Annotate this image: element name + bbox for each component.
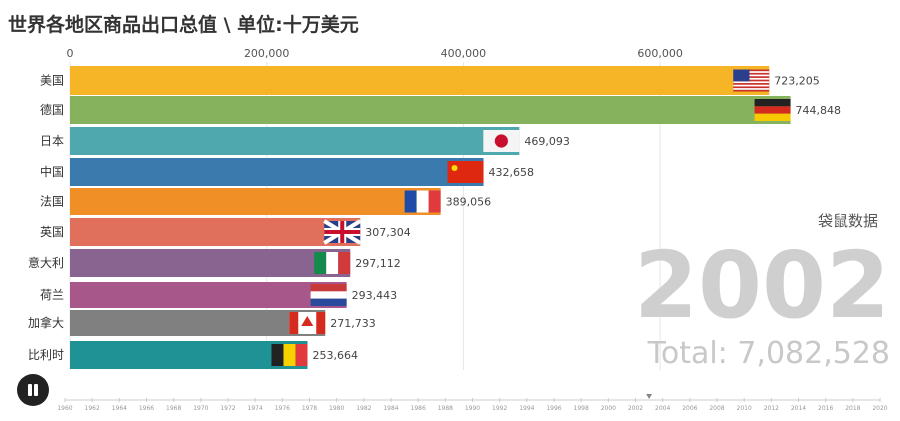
us-flag-icon: [733, 69, 770, 92]
x-tick-label: 400,000: [441, 47, 487, 60]
timeline-year-label[interactable]: 1976: [275, 405, 290, 412]
bar: [70, 249, 351, 277]
china-flag-icon: [447, 161, 484, 183]
bar: [70, 341, 308, 369]
timeline-year-label[interactable]: 1982: [356, 405, 371, 412]
bar: [70, 66, 770, 95]
france-flag-icon: [404, 190, 441, 213]
value-label: 432,658: [489, 166, 535, 179]
canada-flag-icon: [289, 312, 326, 334]
total-value: Total: 7,082,528: [647, 336, 890, 371]
timeline-year-label[interactable]: 1996: [546, 405, 561, 412]
category-label: 日本: [40, 134, 64, 148]
timeline-year-label[interactable]: 1990: [465, 405, 480, 412]
bar: [70, 218, 361, 246]
category-label: 德国: [40, 102, 64, 117]
value-label: 307,304: [365, 226, 411, 239]
netherlands-flag-icon: [310, 284, 347, 306]
category-label: 美国: [40, 74, 64, 88]
timeline-year-label[interactable]: 2000: [601, 405, 616, 412]
x-tick-label: 200,000: [244, 47, 290, 60]
watermark: 袋鼠数据: [817, 212, 878, 230]
timeline-year-label[interactable]: 2002: [628, 405, 643, 412]
value-label: 297,112: [355, 257, 401, 270]
timeline-marker[interactable]: [646, 394, 653, 399]
belgium-flag-icon: [271, 344, 308, 366]
italy-flag-icon: [314, 252, 351, 274]
timeline-year-label[interactable]: 1966: [139, 405, 154, 412]
value-label: 293,443: [352, 289, 398, 302]
timeline-year-label[interactable]: 2008: [709, 405, 724, 412]
timeline-year-label[interactable]: 1964: [112, 405, 127, 412]
timeline-year-label[interactable]: 1984: [383, 405, 398, 412]
timeline-year-label[interactable]: 1974: [248, 405, 263, 412]
timeline-year-label[interactable]: 1994: [519, 405, 534, 412]
x-tick-label: 600,000: [637, 47, 683, 60]
category-label: 中国: [40, 164, 64, 179]
current-year: 2002: [633, 232, 890, 339]
japan-flag-icon: [483, 130, 520, 152]
timeline-year-label[interactable]: 1960: [57, 405, 72, 412]
timeline-year-label[interactable]: 1992: [492, 405, 507, 412]
value-label: 744,848: [796, 104, 842, 117]
timeline-year-label[interactable]: 1962: [85, 405, 100, 412]
timeline-year-label[interactable]: 2016: [818, 405, 833, 412]
timeline-year-label[interactable]: 2020: [872, 405, 887, 412]
value-label: 271,733: [330, 317, 376, 330]
timeline-year-label[interactable]: 1970: [193, 405, 208, 412]
bar: [70, 188, 441, 215]
timeline-year-label[interactable]: 1972: [220, 405, 235, 412]
value-label: 469,093: [524, 135, 570, 148]
category-label: 英国: [40, 225, 64, 239]
category-label: 加拿大: [28, 315, 64, 330]
chart-title: 世界各地区商品出口总值 \ 单位:十万美元: [8, 14, 359, 36]
timeline-year-label[interactable]: 2010: [737, 405, 752, 412]
bar: [70, 282, 347, 308]
timeline-year-label[interactable]: 1998: [574, 405, 589, 412]
timeline-year-label[interactable]: 2014: [791, 405, 806, 412]
category-label: 法国: [40, 195, 64, 209]
value-label: 389,056: [446, 196, 492, 209]
timeline-year-label[interactable]: 1986: [411, 405, 426, 412]
timeline-year-label[interactable]: 1980: [329, 405, 344, 412]
uk-flag-icon: [323, 219, 362, 245]
category-label: 比利时: [28, 348, 64, 362]
category-label: 荷兰: [40, 288, 64, 302]
x-tick-label: 0: [67, 47, 74, 60]
bar: [70, 127, 520, 155]
value-label: 253,664: [312, 349, 358, 362]
bar: [70, 310, 326, 336]
bar: [70, 158, 484, 186]
germany-flag-icon: [754, 99, 791, 121]
timeline-year-label[interactable]: 1978: [302, 405, 317, 412]
bar: [70, 96, 791, 124]
timeline-year-label[interactable]: 1988: [438, 405, 453, 412]
value-label: 723,205: [774, 75, 820, 88]
timeline-year-label[interactable]: 1968: [166, 405, 181, 412]
timeline-year-label[interactable]: 2018: [845, 405, 860, 412]
timeline-year-label[interactable]: 2012: [764, 405, 779, 412]
pause-button[interactable]: [17, 374, 49, 406]
category-label: 意大利: [28, 255, 64, 270]
timeline-year-label[interactable]: 2004: [655, 405, 670, 412]
timeline-year-label[interactable]: 2006: [682, 405, 697, 412]
